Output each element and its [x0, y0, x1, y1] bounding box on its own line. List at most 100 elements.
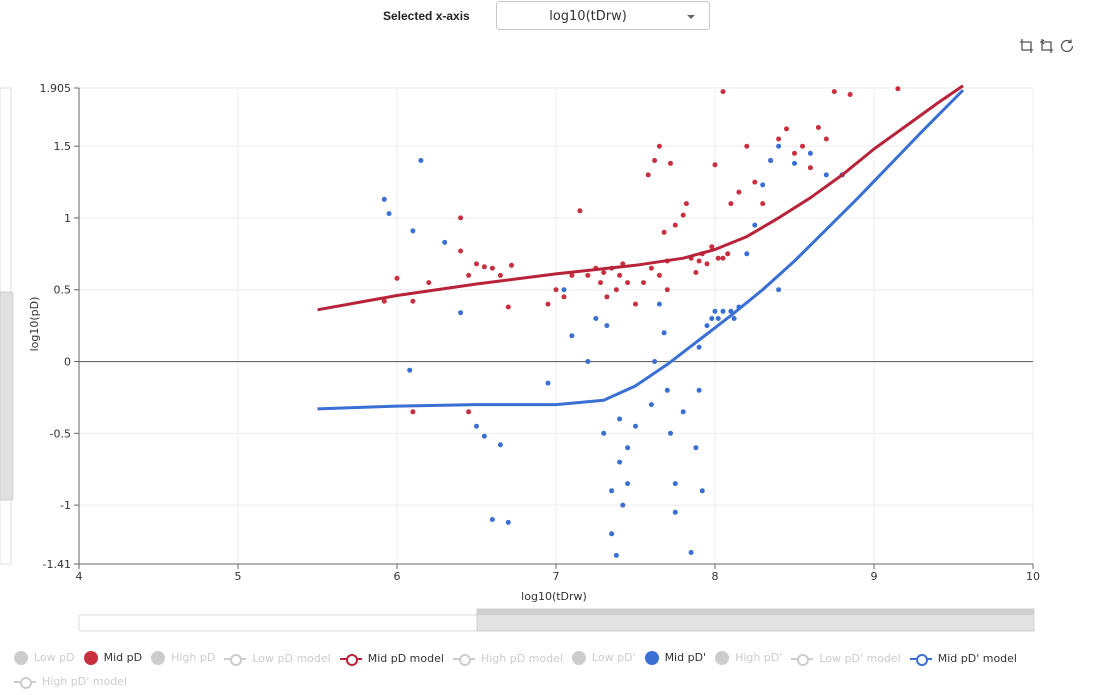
legend-item[interactable]: High pD model	[452, 649, 563, 669]
data-point[interactable]	[625, 445, 631, 451]
data-point[interactable]	[633, 423, 638, 429]
data-point[interactable]	[744, 143, 750, 149]
data-point[interactable]	[474, 261, 479, 267]
data-point[interactable]	[505, 304, 511, 310]
data-point[interactable]	[760, 201, 766, 207]
legend-item[interactable]: Mid pD	[83, 648, 142, 668]
data-point[interactable]	[784, 126, 789, 132]
data-point[interactable]	[645, 172, 651, 178]
data-point[interactable]	[466, 272, 472, 278]
data-point[interactable]	[474, 423, 479, 429]
data-point[interactable]	[672, 481, 678, 487]
data-point[interactable]	[672, 222, 678, 228]
legend-item[interactable]: Low pD' model	[791, 649, 901, 669]
data-point[interactable]	[709, 316, 715, 321]
data-point[interactable]	[561, 294, 567, 300]
data-point[interactable]	[545, 301, 551, 307]
legend-item[interactable]: Low pD'	[571, 648, 636, 668]
data-point[interactable]	[668, 430, 673, 436]
data-point[interactable]	[664, 387, 670, 393]
data-point[interactable]	[609, 531, 615, 537]
data-point[interactable]	[617, 416, 623, 422]
data-point[interactable]	[442, 239, 448, 245]
data-point[interactable]	[720, 255, 726, 261]
data-point[interactable]	[458, 248, 464, 254]
data-point[interactable]	[418, 158, 424, 163]
data-point[interactable]	[426, 280, 432, 286]
data-point[interactable]	[656, 301, 662, 307]
data-point[interactable]	[561, 287, 567, 293]
data-point[interactable]	[609, 488, 615, 494]
restore-icon[interactable]	[1059, 38, 1075, 54]
legend-item[interactable]: High pD	[151, 648, 215, 668]
data-point[interactable]	[410, 228, 416, 234]
data-point[interactable]	[458, 310, 464, 316]
data-point[interactable]	[625, 481, 631, 487]
data-point[interactable]	[823, 172, 829, 178]
data-point[interactable]	[641, 280, 646, 286]
data-point[interactable]	[693, 270, 699, 275]
data-point[interactable]	[652, 359, 658, 364]
legend-item[interactable]: Low pD	[14, 648, 75, 668]
data-point[interactable]	[410, 409, 416, 415]
data-point[interactable]	[648, 265, 654, 271]
data-point[interactable]	[712, 162, 718, 168]
data-point[interactable]	[704, 323, 710, 329]
data-point[interactable]	[720, 89, 726, 95]
data-point[interactable]	[683, 201, 689, 207]
data-point[interactable]	[672, 509, 678, 515]
data-point[interactable]	[895, 86, 901, 92]
data-point[interactable]	[661, 229, 667, 235]
data-point[interactable]	[728, 201, 734, 207]
data-point[interactable]	[800, 143, 805, 149]
data-point[interactable]	[792, 150, 797, 156]
data-point[interactable]	[381, 298, 387, 304]
data-point[interactable]	[593, 316, 599, 321]
data-point[interactable]	[688, 550, 694, 555]
legend-item[interactable]: Low pD model	[224, 649, 331, 669]
data-point[interactable]	[648, 402, 654, 408]
data-point[interactable]	[752, 222, 758, 228]
data-point[interactable]	[815, 125, 821, 130]
data-point[interactable]	[489, 265, 495, 271]
data-point[interactable]	[696, 344, 702, 350]
x-axis-select[interactable]: log10(tDrw)	[496, 1, 710, 30]
data-point[interactable]	[696, 387, 702, 393]
data-point[interactable]	[601, 270, 607, 275]
data-point[interactable]	[620, 502, 626, 508]
legend-item[interactable]: Mid pD' model	[909, 649, 1017, 669]
data-point[interactable]	[728, 308, 734, 314]
data-point[interactable]	[656, 272, 662, 278]
data-point[interactable]	[776, 136, 782, 142]
data-point[interactable]	[744, 251, 750, 257]
data-point[interactable]	[668, 160, 673, 166]
data-point[interactable]	[752, 179, 758, 185]
data-point[interactable]	[585, 359, 591, 364]
data-point[interactable]	[489, 517, 495, 522]
legend-item[interactable]: Mid pD'	[644, 648, 706, 668]
data-point[interactable]	[601, 430, 607, 436]
data-point[interactable]	[598, 280, 603, 286]
legend-item[interactable]: Mid pD model	[339, 649, 444, 669]
data-point[interactable]	[807, 165, 813, 171]
data-point[interactable]	[604, 294, 610, 300]
data-point[interactable]	[664, 287, 670, 293]
data-point[interactable]	[577, 208, 583, 214]
data-point[interactable]	[680, 409, 686, 415]
data-point[interactable]	[715, 255, 721, 261]
data-point[interactable]	[625, 280, 631, 286]
data-point[interactable]	[481, 433, 487, 439]
data-point[interactable]	[481, 264, 487, 270]
x-zoom-slider[interactable]	[78, 608, 1035, 632]
data-point[interactable]	[613, 552, 619, 558]
data-point[interactable]	[407, 367, 413, 373]
data-point[interactable]	[715, 316, 721, 321]
data-point[interactable]	[394, 275, 400, 281]
data-point[interactable]	[760, 182, 766, 188]
data-point[interactable]	[585, 272, 591, 278]
data-point[interactable]	[509, 262, 514, 268]
data-point[interactable]	[569, 272, 575, 278]
data-point[interactable]	[656, 143, 662, 149]
data-point[interactable]	[497, 272, 503, 278]
data-point[interactable]	[720, 308, 726, 314]
